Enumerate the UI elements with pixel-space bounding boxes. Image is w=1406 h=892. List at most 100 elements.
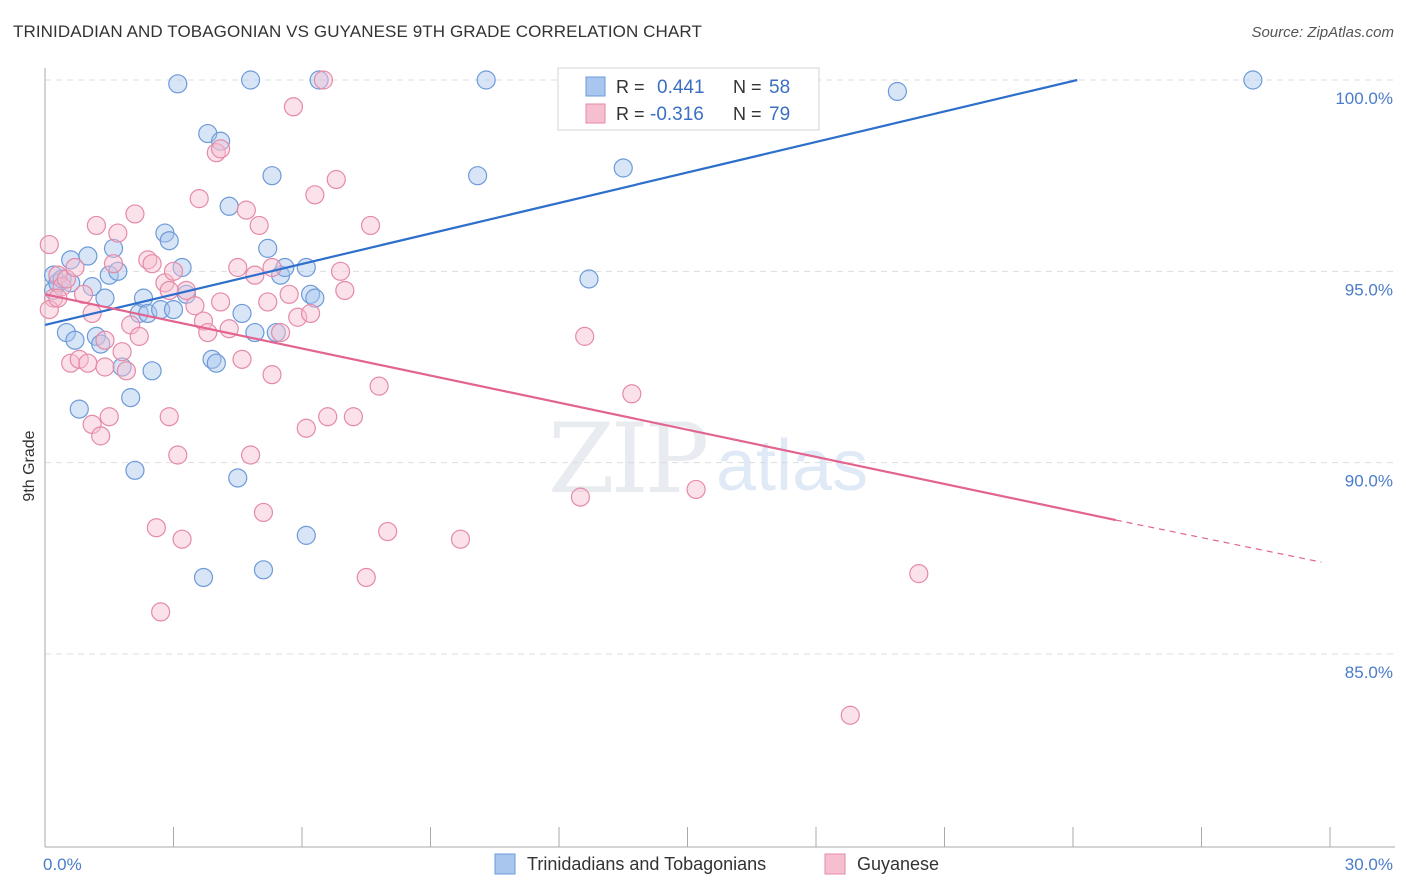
point-guyanese xyxy=(172,529,192,549)
point-trinidadians xyxy=(1243,70,1263,90)
point-guyanese xyxy=(288,307,308,327)
point-trinidadians xyxy=(258,238,278,258)
watermark: ZIP atlas xyxy=(548,403,868,515)
point-guyanese xyxy=(236,200,256,220)
y-tick-label: 100.0% xyxy=(1335,89,1393,108)
point-trinidadians xyxy=(125,460,145,480)
point-trinidadians xyxy=(296,525,316,545)
series-legend: Trinidadians and Tobagonians Guyanese xyxy=(494,853,939,875)
point-trinidadians xyxy=(579,269,599,289)
trend-lines xyxy=(44,78,1322,563)
source-credit: Source: ZipAtlas.com xyxy=(1251,24,1394,41)
point-guyanese xyxy=(305,185,325,205)
series-guyanese-points xyxy=(39,70,929,725)
legend-r-value-2: -0.316 xyxy=(650,104,704,125)
point-trinidadians xyxy=(219,196,239,216)
legend-n-label-2: N = xyxy=(733,104,762,124)
point-guyanese xyxy=(211,139,231,159)
point-guyanese xyxy=(185,296,205,316)
watermark-zip: ZIP xyxy=(548,403,707,515)
point-guyanese xyxy=(253,502,274,523)
legend-r-value-1: 0.441 xyxy=(657,77,705,98)
point-trinidadians xyxy=(228,468,248,488)
legend-n-value-1: 58 xyxy=(769,77,790,98)
point-guyanese xyxy=(146,518,166,538)
point-guyanese xyxy=(91,426,111,446)
point-guyanese xyxy=(360,215,381,236)
point-trinidadians xyxy=(211,131,231,151)
point-guyanese xyxy=(112,342,132,362)
point-guyanese xyxy=(686,479,706,500)
point-guyanese xyxy=(151,602,171,622)
point-guyanese xyxy=(211,292,231,312)
legend-swatch-guyanese xyxy=(824,853,846,875)
point-guyanese xyxy=(450,529,471,549)
point-guyanese xyxy=(103,254,124,274)
x-tick-labels: 0.0% 30.0% xyxy=(43,855,1393,874)
point-trinidadians xyxy=(887,81,907,102)
x-tick-label: 0.0% xyxy=(43,855,82,874)
point-guyanese xyxy=(163,261,184,281)
legend-r-label-1: R = xyxy=(616,77,645,97)
point-guyanese xyxy=(95,357,115,377)
point-guyanese xyxy=(570,487,591,507)
point-guyanese xyxy=(326,169,346,190)
point-trinidadians xyxy=(468,166,488,186)
point-trinidadians xyxy=(309,70,329,90)
point-guyanese xyxy=(168,445,188,465)
series-trinidadians-points xyxy=(43,70,1263,588)
point-guyanese xyxy=(232,349,252,369)
legend-n-value-2: 79 xyxy=(769,104,790,125)
point-guyanese xyxy=(378,521,398,542)
point-trinidadians xyxy=(262,166,282,186)
point-trinidadians xyxy=(613,158,633,178)
point-guyanese xyxy=(189,189,209,209)
point-trinidadians xyxy=(69,399,89,419)
legend-label-trinidadians: Trinidadians and Tobagonians xyxy=(527,854,766,874)
point-guyanese xyxy=(318,407,338,427)
point-guyanese xyxy=(65,257,85,278)
point-guyanese xyxy=(86,215,107,236)
point-trinidadians xyxy=(253,560,274,580)
y-tick-labels: 85.0% 90.0% 95.0% 100.0% xyxy=(1335,89,1393,682)
point-guyanese xyxy=(622,384,642,404)
y-tick-label: 95.0% xyxy=(1345,280,1393,299)
point-guyanese xyxy=(258,292,278,312)
point-trinidadians xyxy=(305,288,325,308)
point-guyanese xyxy=(262,257,282,278)
trend-line-guyanese xyxy=(44,293,1117,522)
point-trinidadians xyxy=(266,322,286,343)
point-trinidadians xyxy=(95,288,115,308)
point-guyanese xyxy=(99,407,119,427)
point-guyanese xyxy=(116,361,136,381)
stats-legend: R = 0.441 N = 58 R = -0.316 N = 79 xyxy=(557,67,820,131)
point-trinidadians xyxy=(103,238,124,258)
point-trinidadians xyxy=(159,231,179,251)
point-guyanese xyxy=(159,407,179,427)
point-guyanese xyxy=(369,376,389,396)
point-trinidadians xyxy=(121,388,141,408)
point-trinidadians xyxy=(78,246,98,266)
x-tick-label: 30.0% xyxy=(1345,855,1393,874)
trend-line-trinidadians xyxy=(44,78,1078,326)
point-guyanese xyxy=(241,445,261,465)
point-guyanese xyxy=(39,234,59,255)
point-trinidadians xyxy=(168,74,188,94)
point-trinidadians xyxy=(206,353,226,373)
y-tick-label: 85.0% xyxy=(1345,663,1393,682)
point-trinidadians xyxy=(163,300,184,320)
point-guyanese xyxy=(335,280,355,301)
point-guyanese xyxy=(283,97,304,117)
y-axis-title: 9th Grade xyxy=(21,430,38,501)
watermark-atlas: atlas xyxy=(716,426,868,506)
point-guyanese xyxy=(228,257,248,278)
legend-swatch-pink xyxy=(585,103,606,124)
point-guyanese xyxy=(262,365,282,385)
point-trinidadians xyxy=(142,361,162,381)
point-guyanese xyxy=(330,261,351,281)
point-trinidadians xyxy=(476,70,496,90)
legend-swatch-trinidadians xyxy=(494,853,516,875)
point-guyanese xyxy=(129,326,149,346)
legend-swatch-blue xyxy=(585,76,606,97)
